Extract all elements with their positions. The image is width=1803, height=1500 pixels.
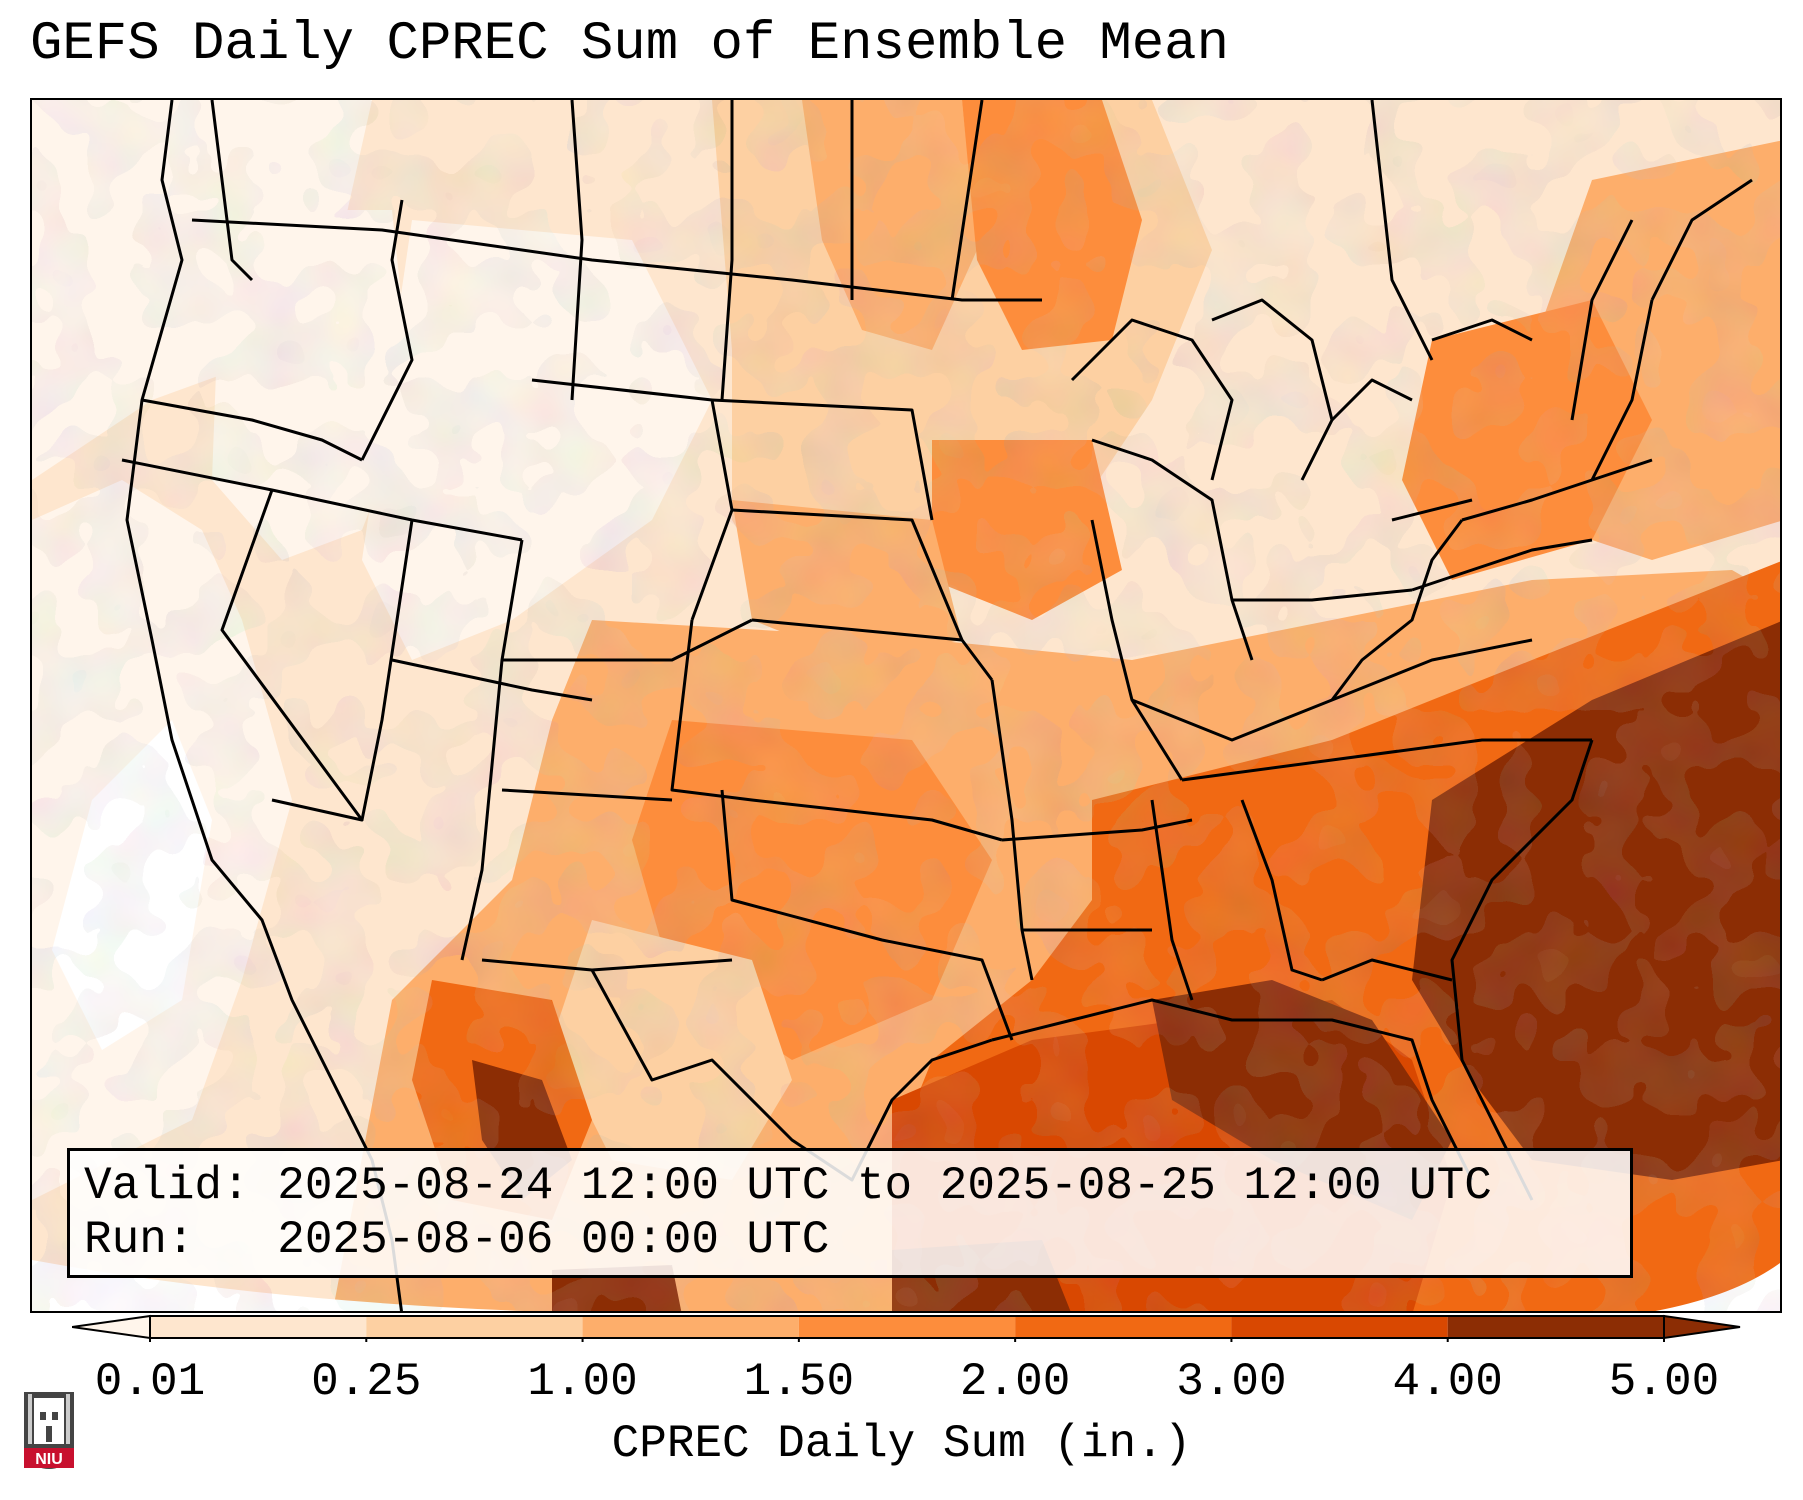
colorbar-segment	[1231, 1316, 1448, 1338]
chart-title: GEFS Daily CPREC Sum of Ensemble Mean	[30, 14, 1229, 75]
run-value: 2025-08-06 00:00 UTC	[277, 1214, 830, 1266]
run-label: Run:	[84, 1214, 195, 1266]
colorbar-tick-label: 0.25	[311, 1356, 422, 1408]
colorbar	[72, 1314, 1741, 1342]
colorbar-tick-label: 2.00	[959, 1356, 1071, 1408]
colorbar-tick-label: 3.00	[1176, 1356, 1287, 1408]
colorbar-segment	[798, 1316, 1016, 1338]
colorbar-label: CPREC Daily Sum (in.)	[611, 1418, 1192, 1470]
precip-map	[32, 100, 1780, 1311]
colorbar-tick-label: 5.00	[1608, 1356, 1720, 1408]
map-panel	[30, 98, 1782, 1313]
logo-band	[24, 1448, 74, 1468]
colorbar-extend-max	[1663, 1314, 1741, 1340]
valid-value: 2025-08-24 12:00 UTC to 2025-08-25 12:00…	[277, 1160, 1492, 1212]
colorbar-tick-label: 4.00	[1392, 1356, 1503, 1408]
colorbar-segment	[366, 1316, 583, 1338]
state-borders	[121, 100, 1753, 1311]
niu-logo: NIU	[24, 1392, 74, 1469]
colorbar-segment	[1447, 1316, 1664, 1338]
colorbar-segment	[150, 1316, 367, 1338]
colorbar-tick-label: 0.01	[94, 1356, 206, 1408]
valid-label: Valid:	[84, 1160, 250, 1212]
colorbar-extend-min	[72, 1314, 151, 1340]
valid-run-info-box: Valid: 2025-08-24 12:00 UTC to 2025-08-2…	[67, 1148, 1633, 1278]
colorbar-tick-label: 1.50	[743, 1356, 855, 1408]
colorbar-segment	[582, 1316, 799, 1338]
colorbar-tick-label: 1.00	[527, 1356, 638, 1408]
colorbar-segment	[1015, 1316, 1232, 1338]
logo-text: NIU	[35, 1451, 63, 1468]
